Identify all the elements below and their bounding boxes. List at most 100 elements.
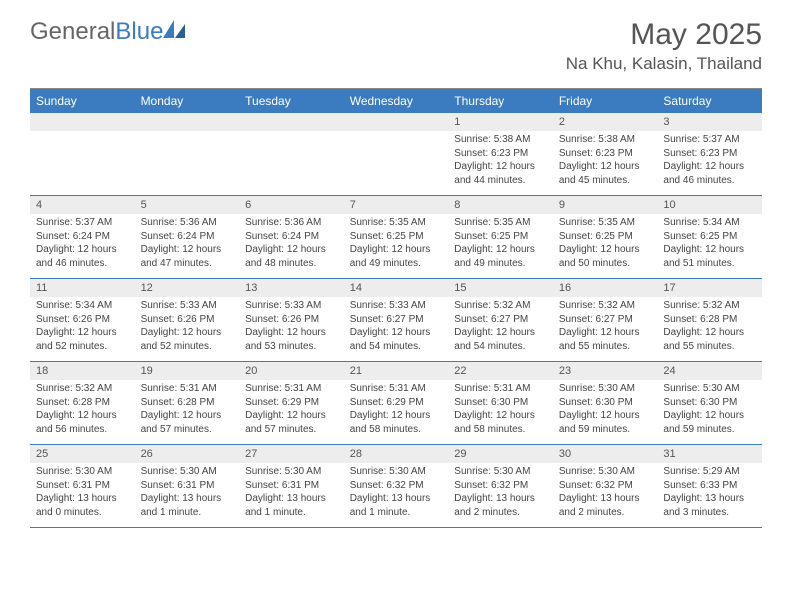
day-line: Sunset: 6:24 PM xyxy=(245,230,338,244)
day-cell: Sunrise: 5:33 AMSunset: 6:27 PMDaylight:… xyxy=(344,297,449,361)
day-line: Sunset: 6:28 PM xyxy=(663,313,756,327)
weeks-container: 123Sunrise: 5:38 AMSunset: 6:23 PMDaylig… xyxy=(30,113,762,528)
day-number: 9 xyxy=(553,196,658,214)
day-cell: Sunrise: 5:33 AMSunset: 6:26 PMDaylight:… xyxy=(135,297,240,361)
day-line: Sunrise: 5:30 AM xyxy=(36,465,129,479)
day-number: 26 xyxy=(135,445,240,463)
day-number xyxy=(239,113,344,131)
day-body-row: Sunrise: 5:37 AMSunset: 6:24 PMDaylight:… xyxy=(30,214,762,278)
day-line: Daylight: 12 hours and 57 minutes. xyxy=(245,409,338,436)
day-cell: Sunrise: 5:31 AMSunset: 6:29 PMDaylight:… xyxy=(344,380,449,444)
day-line: Sunrise: 5:31 AM xyxy=(141,382,234,396)
day-line: Sunrise: 5:30 AM xyxy=(245,465,338,479)
day-line: Sunrise: 5:30 AM xyxy=(141,465,234,479)
day-cell: Sunrise: 5:35 AMSunset: 6:25 PMDaylight:… xyxy=(553,214,658,278)
day-line: Daylight: 13 hours and 0 minutes. xyxy=(36,492,129,519)
day-cell: Sunrise: 5:32 AMSunset: 6:28 PMDaylight:… xyxy=(657,297,762,361)
day-cell: Sunrise: 5:32 AMSunset: 6:28 PMDaylight:… xyxy=(30,380,135,444)
day-line: Daylight: 12 hours and 47 minutes. xyxy=(141,243,234,270)
day-cell: Sunrise: 5:35 AMSunset: 6:25 PMDaylight:… xyxy=(344,214,449,278)
day-line: Sunrise: 5:32 AM xyxy=(663,299,756,313)
title-block: May 2025 Na Khu, Kalasin, Thailand xyxy=(566,18,762,74)
day-number: 19 xyxy=(135,362,240,380)
day-line: Sunset: 6:23 PM xyxy=(559,147,652,161)
day-line: Daylight: 12 hours and 56 minutes. xyxy=(36,409,129,436)
day-line: Sunrise: 5:38 AM xyxy=(559,133,652,147)
day-number: 25 xyxy=(30,445,135,463)
day-line: Sunrise: 5:34 AM xyxy=(663,216,756,230)
day-line: Sunset: 6:33 PM xyxy=(663,479,756,493)
day-line: Sunrise: 5:36 AM xyxy=(141,216,234,230)
day-number: 24 xyxy=(657,362,762,380)
day-line: Daylight: 12 hours and 50 minutes. xyxy=(559,243,652,270)
day-cell: Sunrise: 5:30 AMSunset: 6:32 PMDaylight:… xyxy=(553,463,658,527)
day-number: 16 xyxy=(553,279,658,297)
day-cell: Sunrise: 5:34 AMSunset: 6:25 PMDaylight:… xyxy=(657,214,762,278)
week-row: 45678910Sunrise: 5:37 AMSunset: 6:24 PMD… xyxy=(30,196,762,279)
day-line: Sunset: 6:25 PM xyxy=(663,230,756,244)
day-cell: Sunrise: 5:29 AMSunset: 6:33 PMDaylight:… xyxy=(657,463,762,527)
day-line: Sunset: 6:26 PM xyxy=(36,313,129,327)
day-line: Sunrise: 5:33 AM xyxy=(350,299,443,313)
day-line: Sunset: 6:31 PM xyxy=(36,479,129,493)
day-body-row: Sunrise: 5:30 AMSunset: 6:31 PMDaylight:… xyxy=(30,463,762,527)
day-line: Daylight: 13 hours and 1 minute. xyxy=(350,492,443,519)
day-line: Daylight: 13 hours and 2 minutes. xyxy=(454,492,547,519)
day-line: Daylight: 13 hours and 3 minutes. xyxy=(663,492,756,519)
day-cell: Sunrise: 5:37 AMSunset: 6:23 PMDaylight:… xyxy=(657,131,762,195)
location: Na Khu, Kalasin, Thailand xyxy=(566,54,762,74)
day-line: Sunrise: 5:29 AM xyxy=(663,465,756,479)
day-line: Sunrise: 5:33 AM xyxy=(245,299,338,313)
day-line: Daylight: 12 hours and 48 minutes. xyxy=(245,243,338,270)
day-number: 8 xyxy=(448,196,553,214)
day-line: Sunset: 6:27 PM xyxy=(350,313,443,327)
day-number: 1 xyxy=(448,113,553,131)
day-number: 20 xyxy=(239,362,344,380)
day-line: Sunset: 6:32 PM xyxy=(350,479,443,493)
day-number: 5 xyxy=(135,196,240,214)
day-number: 10 xyxy=(657,196,762,214)
day-number: 30 xyxy=(553,445,658,463)
day-line: Daylight: 12 hours and 54 minutes. xyxy=(350,326,443,353)
weekday-header: Sunday xyxy=(30,89,135,113)
day-number: 22 xyxy=(448,362,553,380)
day-line: Daylight: 13 hours and 2 minutes. xyxy=(559,492,652,519)
day-line: Daylight: 12 hours and 55 minutes. xyxy=(663,326,756,353)
day-number: 23 xyxy=(553,362,658,380)
day-line: Sunrise: 5:34 AM xyxy=(36,299,129,313)
logo-sail-icon xyxy=(163,20,185,38)
day-number: 17 xyxy=(657,279,762,297)
day-line: Sunset: 6:28 PM xyxy=(141,396,234,410)
day-body-row: Sunrise: 5:38 AMSunset: 6:23 PMDaylight:… xyxy=(30,131,762,195)
day-body-row: Sunrise: 5:32 AMSunset: 6:28 PMDaylight:… xyxy=(30,380,762,444)
day-line: Sunrise: 5:35 AM xyxy=(454,216,547,230)
day-number-row: 25262728293031 xyxy=(30,445,762,463)
week-row: 11121314151617Sunrise: 5:34 AMSunset: 6:… xyxy=(30,279,762,362)
day-line: Daylight: 12 hours and 49 minutes. xyxy=(350,243,443,270)
header: GeneralBlue May 2025 Na Khu, Kalasin, Th… xyxy=(0,0,792,82)
day-number-row: 11121314151617 xyxy=(30,279,762,297)
day-number: 12 xyxy=(135,279,240,297)
day-line: Sunset: 6:27 PM xyxy=(454,313,547,327)
day-line: Sunrise: 5:36 AM xyxy=(245,216,338,230)
day-line: Sunset: 6:23 PM xyxy=(663,147,756,161)
day-number xyxy=(135,113,240,131)
day-cell: Sunrise: 5:34 AMSunset: 6:26 PMDaylight:… xyxy=(30,297,135,361)
day-line: Daylight: 12 hours and 59 minutes. xyxy=(663,409,756,436)
weekday-header: Wednesday xyxy=(344,89,449,113)
day-line: Sunrise: 5:32 AM xyxy=(559,299,652,313)
day-line: Sunset: 6:28 PM xyxy=(36,396,129,410)
day-line: Sunrise: 5:32 AM xyxy=(454,299,547,313)
week-row: 18192021222324Sunrise: 5:32 AMSunset: 6:… xyxy=(30,362,762,445)
day-line: Daylight: 12 hours and 45 minutes. xyxy=(559,160,652,187)
weekday-header: Saturday xyxy=(657,89,762,113)
weekday-header: Monday xyxy=(135,89,240,113)
day-line: Sunset: 6:25 PM xyxy=(350,230,443,244)
day-line: Sunrise: 5:30 AM xyxy=(559,465,652,479)
day-line: Daylight: 12 hours and 46 minutes. xyxy=(663,160,756,187)
logo: GeneralBlue xyxy=(30,18,185,46)
day-line: Daylight: 12 hours and 52 minutes. xyxy=(141,326,234,353)
day-line: Sunrise: 5:30 AM xyxy=(454,465,547,479)
day-body-row: Sunrise: 5:34 AMSunset: 6:26 PMDaylight:… xyxy=(30,297,762,361)
day-line: Daylight: 12 hours and 52 minutes. xyxy=(36,326,129,353)
